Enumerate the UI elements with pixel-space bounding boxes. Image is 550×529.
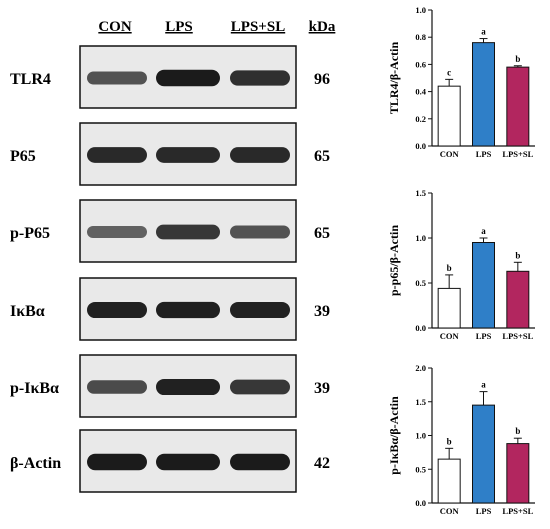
kda-header: kDa (309, 19, 336, 35)
bar (437, 287, 461, 329)
kda-value: 65 (314, 225, 330, 242)
y-tick-label: 1.0 (415, 431, 426, 441)
protein-band (230, 379, 290, 395)
y-tick-label: 0.8 (415, 32, 426, 42)
bar (506, 443, 530, 504)
x-tick-label: LPS+SL (502, 149, 533, 159)
protein-label: p-P65 (10, 225, 50, 242)
y-tick-label: 1.5 (415, 397, 426, 407)
protein-label: IκBα (10, 303, 45, 320)
significance-letter: a (481, 380, 486, 390)
y-tick-label: 0.0 (415, 141, 426, 151)
y-tick-label: 0.5 (415, 278, 426, 288)
bar (437, 85, 461, 147)
y-tick-label: 0.2 (415, 114, 426, 124)
protein-band (87, 453, 147, 471)
bar (506, 66, 530, 147)
y-tick-label: 0.0 (415, 323, 426, 333)
y-axis-label: p-p65/β-Actin (387, 225, 401, 296)
significance-letter: b (447, 263, 452, 273)
protein-band (87, 301, 147, 319)
protein-label: TLR4 (10, 71, 51, 88)
x-tick-label: CON (440, 149, 460, 159)
bar (437, 458, 461, 504)
kda-value: 42 (314, 455, 330, 472)
bar (472, 404, 495, 504)
kda-value: 39 (314, 380, 330, 397)
significance-letter: b (447, 436, 452, 446)
protein-band (230, 225, 290, 239)
lane-header: LPS (165, 19, 193, 35)
significance-letter: a (481, 27, 486, 37)
protein-label: P65 (10, 148, 36, 165)
western-blot-panel: CON LPS LPS+SL kDa TLR4 96 P65 65 p-P65 65 IκBα 39… (10, 19, 336, 493)
significance-letter: c (447, 67, 451, 77)
lane-header: LPS+SL (231, 19, 285, 35)
y-axis-label: p-IκBα/β-Actin (387, 396, 401, 475)
kda-value: 39 (314, 303, 330, 320)
kda-value: 96 (314, 71, 330, 88)
significance-letter: b (515, 426, 520, 436)
protein-band (156, 378, 220, 396)
protein-band (87, 225, 147, 239)
y-tick-label: 1.0 (415, 233, 426, 243)
protein-band (230, 147, 290, 163)
y-tick-label: 0.0 (415, 498, 426, 508)
x-tick-label: LPS (476, 506, 492, 516)
significance-letter: b (515, 54, 520, 64)
kda-value: 65 (314, 148, 330, 165)
protein-band (230, 301, 290, 319)
protein-band (230, 453, 290, 471)
y-tick-label: 1.0 (415, 5, 426, 15)
protein-band (87, 147, 147, 163)
protein-band (156, 224, 220, 240)
significance-letter: a (481, 226, 486, 236)
y-tick-label: 0.4 (415, 87, 426, 97)
blot-row: p-P65 65 (10, 199, 330, 263)
protein-band (87, 71, 147, 85)
bar (506, 270, 530, 329)
x-tick-label: CON (440, 506, 460, 516)
protein-band (230, 70, 290, 86)
y-tick-label: 1.5 (415, 188, 426, 198)
blot-row: IκBα 39 (10, 277, 330, 341)
bar-charts-panel: 0.0 0.2 0.4 0.6 0.8 1.0 TLR4/β-Actin c CON a LPS b L… (387, 5, 535, 516)
blot-row: P65 65 (10, 122, 330, 186)
x-tick-label: LPS+SL (502, 331, 533, 341)
protein-band (87, 380, 147, 394)
x-tick-label: LPS (476, 149, 492, 159)
blot-row: TLR4 96 (10, 45, 330, 109)
y-axis-label: TLR4/β-Actin (387, 42, 401, 115)
bar-chart: 0.0 0.5 1.0 1.5 p-p65/β-Actin b CON a LPS b LPS+SL (387, 188, 535, 341)
x-tick-label: CON (440, 331, 460, 341)
lane-header: CON (98, 19, 132, 35)
protein-band (156, 453, 220, 471)
blot-row: β-Actin 42 (10, 429, 330, 493)
y-tick-label: 0.5 (415, 464, 426, 474)
protein-label: β-Actin (10, 455, 61, 472)
significance-letter: b (515, 250, 520, 260)
x-tick-label: LPS (476, 331, 492, 341)
bar (472, 42, 495, 147)
y-tick-label: 2.0 (415, 363, 426, 373)
protein-label: p-IκBα (10, 380, 59, 397)
blot-row: p-IκBα 39 (10, 354, 330, 418)
protein-band (156, 147, 220, 163)
y-tick-label: 0.6 (415, 59, 426, 69)
bar-chart: 0.0 0.2 0.4 0.6 0.8 1.0 TLR4/β-Actin c CON a LPS b L… (387, 5, 535, 159)
bar-chart: 0.0 0.5 1.0 1.5 2.0 p-IκBα/β-Actin b CON a LPS b LP… (387, 363, 535, 516)
protein-band (156, 69, 220, 87)
protein-band (156, 301, 220, 319)
x-tick-label: LPS+SL (502, 506, 533, 516)
bar (472, 242, 495, 329)
